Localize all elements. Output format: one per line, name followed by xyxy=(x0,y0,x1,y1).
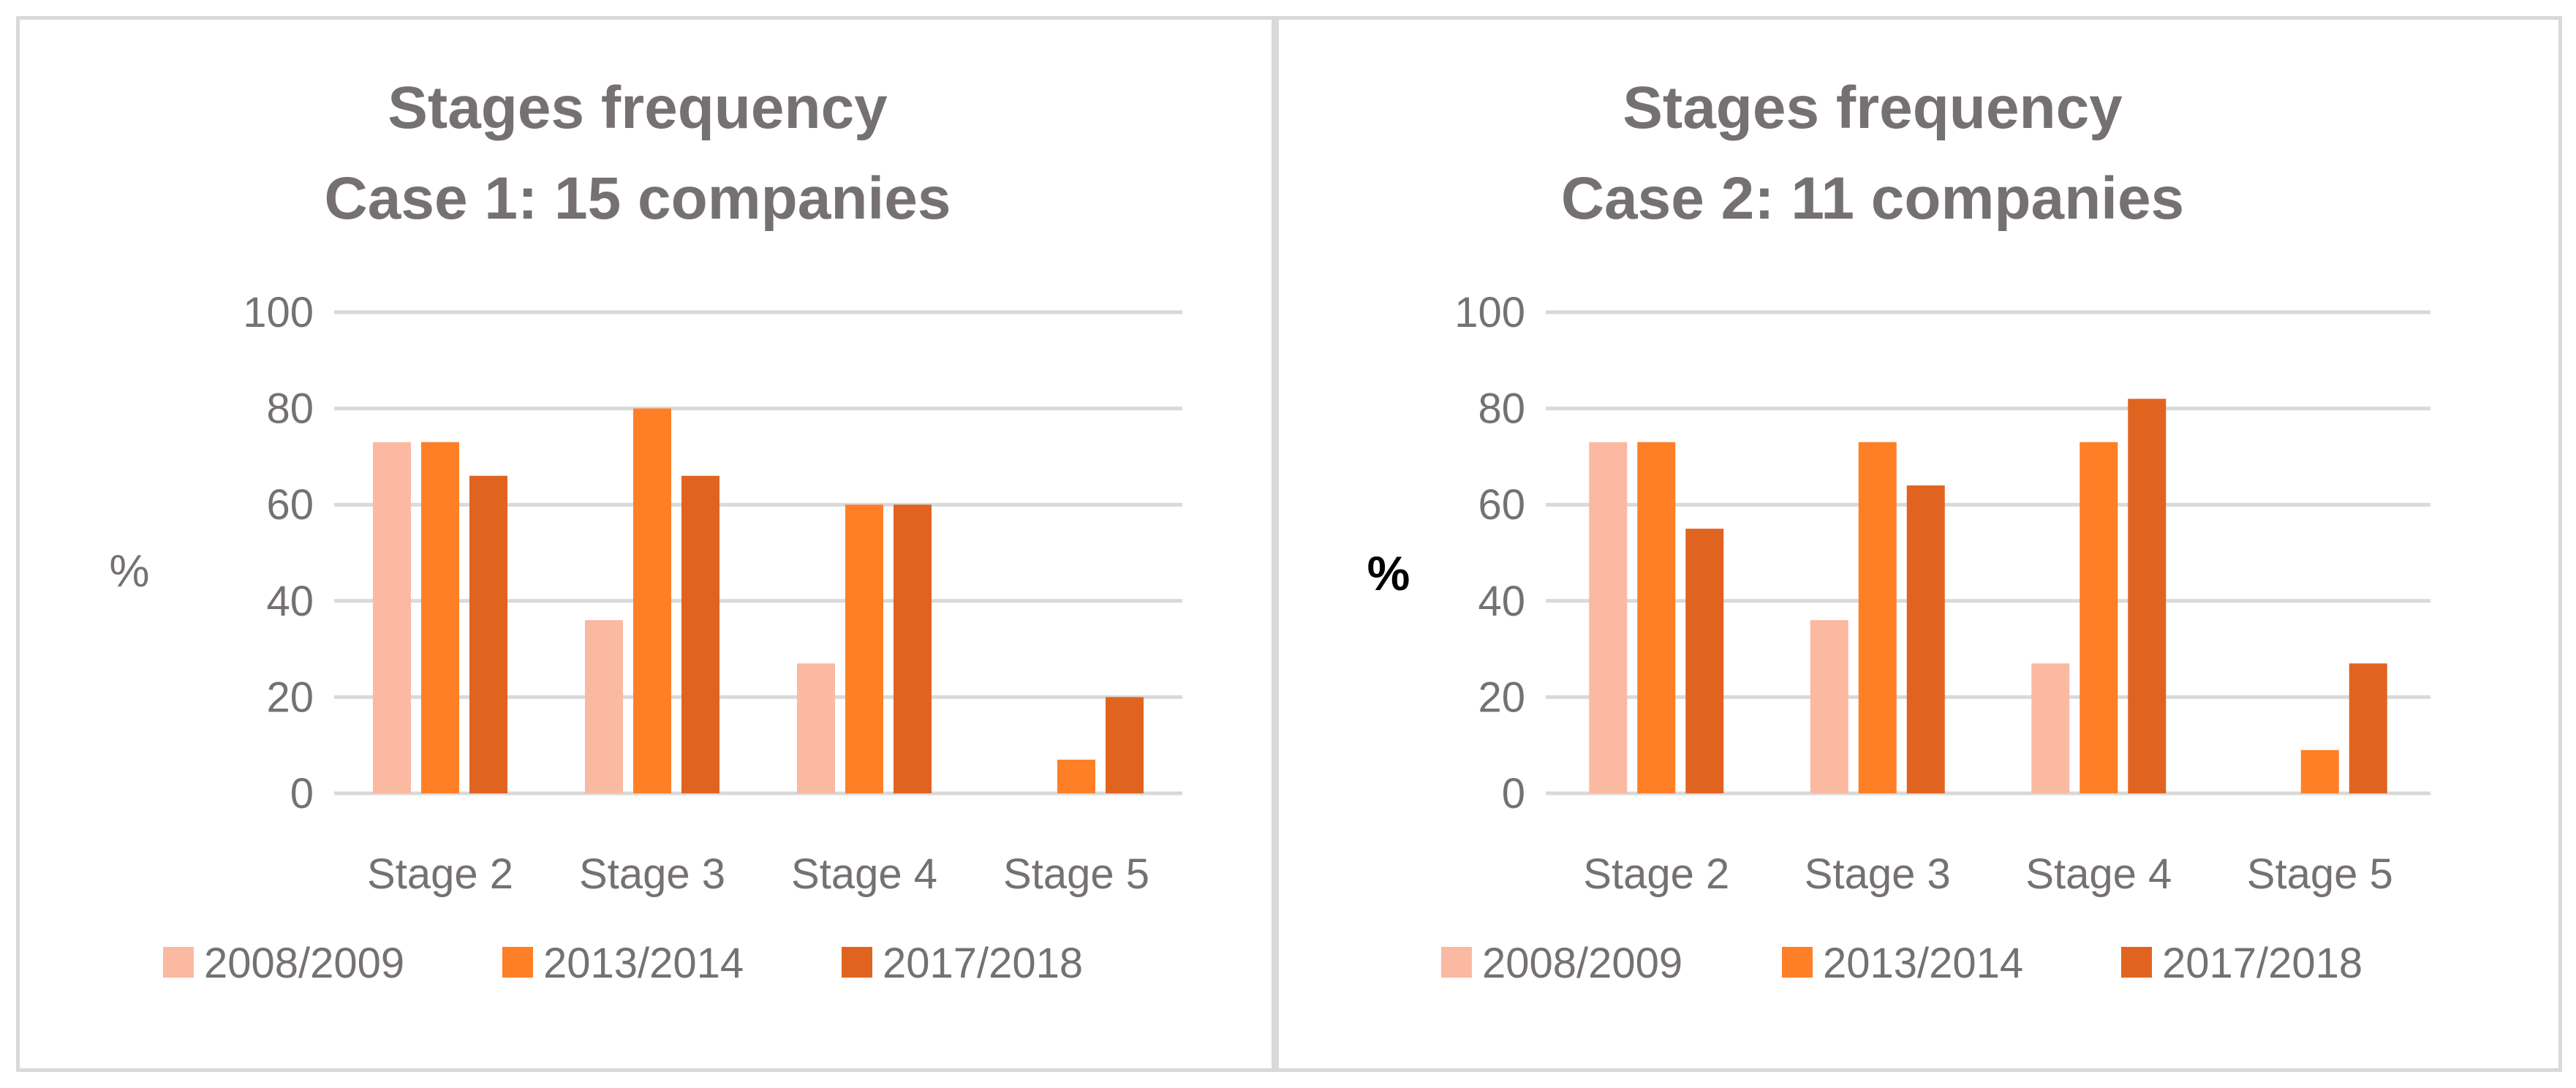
x-category-label: Stage 3 xyxy=(1805,850,1951,898)
y-tick-label: 80 xyxy=(266,385,314,433)
bar-2008-2009-stage-3 xyxy=(585,620,623,793)
chart-title-line-2: Case 1: 15 companies xyxy=(325,165,951,232)
bar-2017-2018-stage-2 xyxy=(469,475,507,793)
legend-label: 2008/2009 xyxy=(1482,940,1682,987)
bar-2013-2014-stage-4 xyxy=(2080,442,2118,793)
x-category-label: Stage 5 xyxy=(1003,850,1149,898)
chart-title-line-2: Case 2: 11 companies xyxy=(1561,165,2184,232)
bar-2013-2014-stage-4 xyxy=(845,505,883,793)
x-category-label: Stage 2 xyxy=(1583,850,1729,898)
chart-title-line-1: Stages frequency xyxy=(388,75,888,141)
chart-panel-case-1: Stages frequency Case 1: 15 companies 0 20 4… xyxy=(16,16,1275,1072)
legend-label: 2017/2018 xyxy=(2162,940,2362,987)
y-tick-label: 80 xyxy=(1478,385,1525,433)
x-category-label: Stage 4 xyxy=(791,850,937,898)
bar-2008-2009-stage-2 xyxy=(1589,442,1628,793)
y-tick-label: 20 xyxy=(1478,673,1525,721)
x-category-label: Stage 3 xyxy=(579,850,725,898)
bar-2013-2014-stage-3 xyxy=(1858,442,1897,793)
legend-label: 2008/2009 xyxy=(204,940,404,987)
y-tick-label: 0 xyxy=(1502,770,1525,817)
y-axis-label: % xyxy=(1367,546,1410,600)
legend-label: 2017/2018 xyxy=(883,940,1083,987)
bar-chart-case-2: Stages frequency Case 2: 11 companies 0 20 4… xyxy=(1367,75,2430,987)
bar-2017-2018-stage-3 xyxy=(1906,485,1945,793)
bar-2008-2009-stage-3 xyxy=(1810,620,1848,793)
y-axis-label: % xyxy=(109,546,149,597)
legend-swatch xyxy=(1782,947,1813,978)
y-tick-label: 100 xyxy=(1454,289,1525,336)
legend-swatch xyxy=(502,947,533,978)
bar-2013-2014-stage-3 xyxy=(633,408,671,793)
bar-2017-2018-stage-4 xyxy=(2128,398,2167,793)
bar-2013-2014-stage-5 xyxy=(2300,749,2339,793)
bar-2017-2018-stage-3 xyxy=(681,475,719,793)
chart-panel-case-2: Stages frequency Case 2: 11 companies 0 20 4… xyxy=(1275,16,2562,1072)
x-category-label: Stage 2 xyxy=(367,850,513,898)
legend-swatch xyxy=(842,947,872,978)
y-tick-label: 60 xyxy=(266,481,314,529)
legend-swatch xyxy=(1441,947,1472,978)
bar-2008-2009-stage-2 xyxy=(373,442,411,793)
y-tick-label: 40 xyxy=(1478,578,1525,625)
bar-2017-2018-stage-4 xyxy=(894,505,932,793)
legend-swatch xyxy=(2121,947,2152,978)
bar-2017-2018-stage-2 xyxy=(1685,529,1724,793)
bar-2013-2014-stage-2 xyxy=(421,442,459,793)
bar-chart-case-1: Stages frequency Case 1: 15 companies 0 20 4… xyxy=(109,75,1182,987)
bar-2008-2009-stage-4 xyxy=(2031,663,2070,793)
x-category-label: Stage 5 xyxy=(2247,850,2393,898)
y-tick-label: 60 xyxy=(1478,481,1525,529)
y-tick-label: 0 xyxy=(290,770,314,817)
legend-label: 2013/2014 xyxy=(1823,940,2023,987)
legend-label: 2013/2014 xyxy=(543,940,744,987)
x-category-label: Stage 4 xyxy=(2025,850,2172,898)
bar-2008-2009-stage-4 xyxy=(797,663,835,793)
legend-swatch xyxy=(163,947,194,978)
y-tick-label: 20 xyxy=(266,673,314,721)
bar-2013-2014-stage-2 xyxy=(1637,442,1676,793)
bar-2017-2018-stage-5 xyxy=(2349,663,2387,793)
bar-2013-2014-stage-5 xyxy=(1057,759,1095,793)
bar-2017-2018-stage-5 xyxy=(1106,697,1144,793)
y-tick-label: 40 xyxy=(266,578,314,625)
y-tick-label: 100 xyxy=(243,289,314,336)
chart-title-line-1: Stages frequency xyxy=(1623,75,2123,141)
